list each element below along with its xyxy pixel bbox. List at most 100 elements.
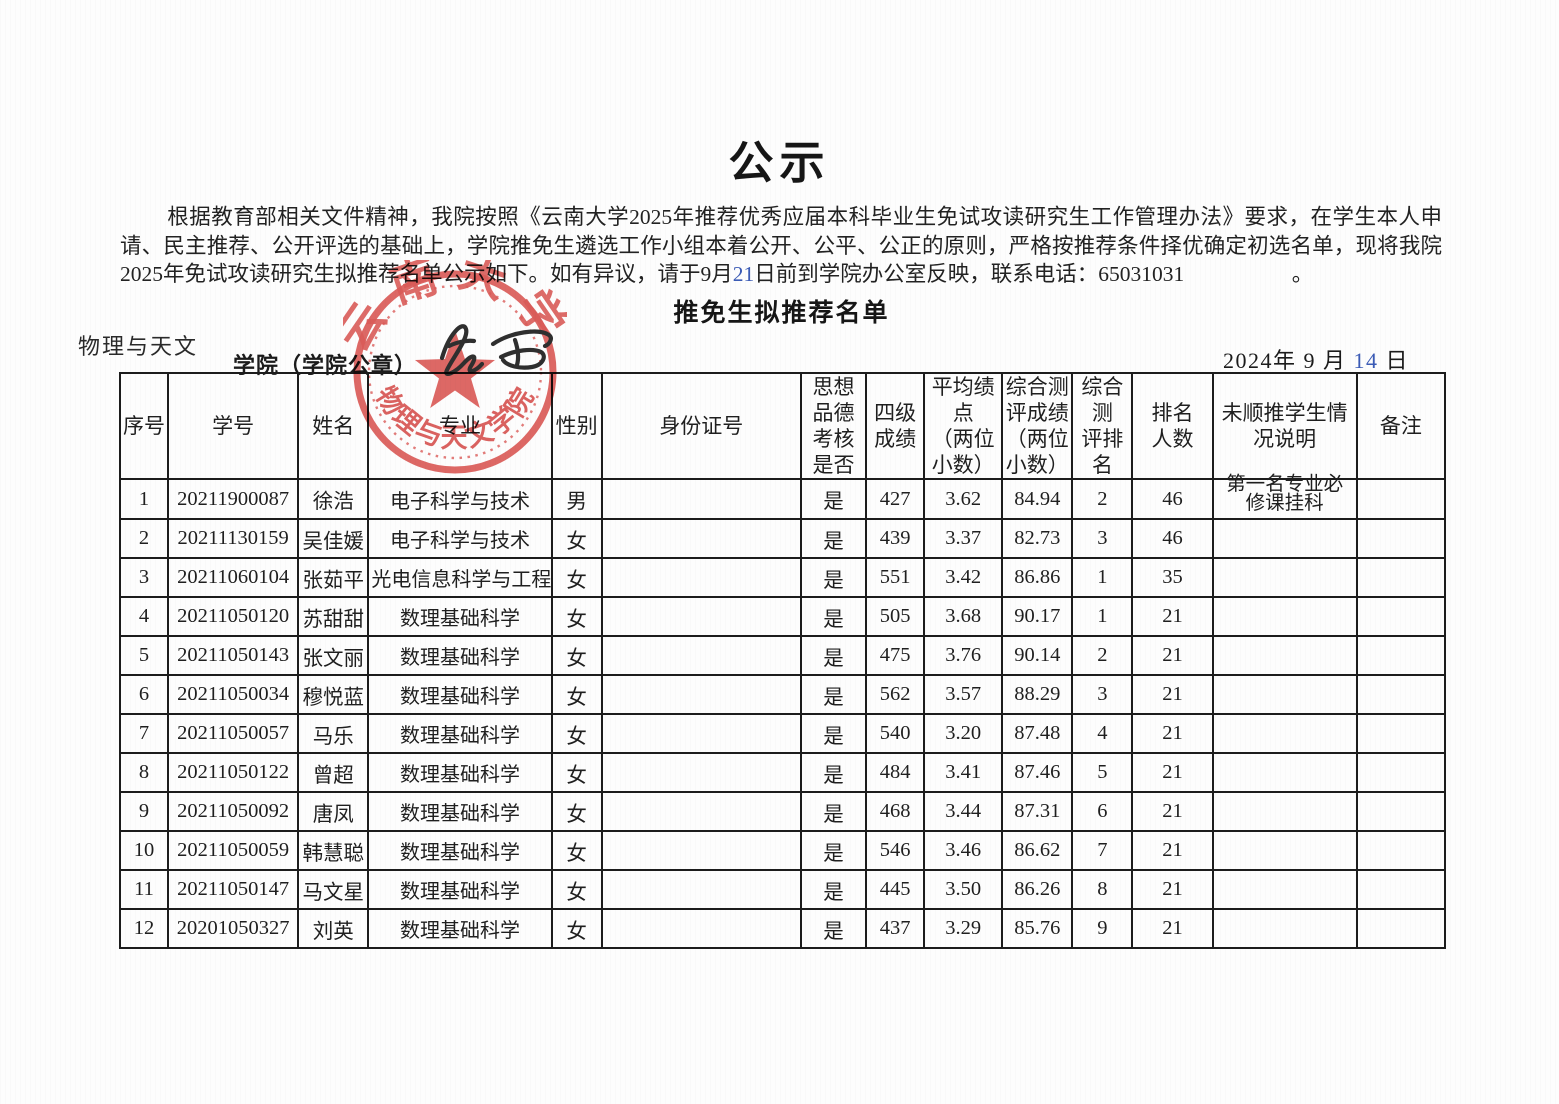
cell-comprehensive-rank: 9 (1071, 908, 1134, 949)
college-name-prefix: 物理与天文 (78, 334, 199, 359)
cell-cet4-score: 468 (865, 791, 926, 832)
cell-index: 9 (118, 791, 170, 832)
cell-id-number (600, 830, 802, 871)
cell-moral-assessment: 是 (799, 518, 868, 559)
cell-student-id: 20211050057 (167, 713, 300, 754)
cell-remarks (1355, 596, 1447, 637)
col-header-moral-assessment: 思想 品德 考核 是否 (799, 372, 868, 480)
table-row: 11 20211050147 马文星 数理基础科学女 是 445 3.50 86.26 8 21 (118, 869, 1447, 910)
cell-cohort-size: 21 (1131, 752, 1214, 793)
cell-name: 韩慧聪 (297, 830, 370, 871)
cell-comprehensive-score: 86.62 (1001, 830, 1074, 871)
cell-gpa: 3.62 (923, 478, 1004, 520)
cell-major: 数理基础科学 (367, 830, 553, 871)
cell-comprehensive-score: 82.73 (1001, 518, 1074, 559)
cell-comprehensive-score: 86.26 (1001, 869, 1074, 910)
roster-subtitle: 推免生拟推荐名单 (673, 298, 890, 327)
col-header-name: 姓名 (297, 372, 370, 480)
cell-cet4-score: 445 (865, 869, 926, 910)
document-date: 2024年 9 月 14 日 (1223, 343, 1409, 375)
cell-non-promotion-note (1211, 830, 1358, 871)
cell-student-id: 20211050120 (167, 596, 300, 637)
cell-cohort-size: 21 (1131, 596, 1214, 637)
cell-student-id: 20211050092 (167, 791, 300, 832)
table-row: 8 20211050122 曾超 数理基础科学女 是 484 3.41 87.46 5 21 (118, 752, 1447, 793)
col-header-remarks: 备注 (1355, 372, 1447, 480)
cell-comprehensive-rank: 8 (1071, 869, 1134, 910)
cell-remarks (1355, 830, 1447, 871)
cell-gpa: 3.68 (923, 596, 1004, 637)
cell-moral-assessment: 是 (799, 791, 868, 832)
cell-comprehensive-score: 90.17 (1001, 596, 1074, 637)
notice-paragraph-part2: 日前到学院办公室反映，联系电话：65031031 。 (754, 262, 1314, 286)
cell-remarks (1355, 908, 1447, 949)
cell-cohort-size: 21 (1131, 713, 1214, 754)
cell-index: 6 (118, 674, 170, 715)
cell-name: 徐浩 (297, 478, 370, 520)
roster-table-header: 序号 学号 姓名 专业 性别 身份证号 思想 品德 考核 是否 四级 成绩 平均绩 点 （两位 … (118, 372, 1447, 480)
cell-gpa: 3.42 (923, 557, 1004, 598)
cell-comprehensive-rank: 3 (1071, 674, 1134, 715)
cell-gender: 女 (550, 791, 603, 832)
document-title: 公示 (728, 136, 831, 189)
cell-moral-assessment: 是 (799, 869, 868, 910)
cell-comprehensive-rank: 1 (1071, 596, 1134, 637)
cell-id-number (600, 791, 802, 832)
cell-cohort-size: 35 (1131, 557, 1214, 598)
cell-comprehensive-rank: 2 (1071, 635, 1134, 676)
cell-non-promotion-note (1211, 908, 1358, 949)
cell-name: 刘英 (297, 908, 370, 949)
cell-comprehensive-rank: 1 (1071, 557, 1134, 598)
cell-comprehensive-score: 86.86 (1001, 557, 1074, 598)
col-header-cet4-score: 四级 成绩 (865, 372, 926, 480)
cell-gender: 女 (550, 557, 603, 598)
cell-name: 唐凤 (297, 791, 370, 832)
cell-remarks (1355, 674, 1447, 715)
cell-remarks (1355, 635, 1447, 676)
cell-cet4-score: 484 (865, 752, 926, 793)
cell-gpa: 3.76 (923, 635, 1004, 676)
cell-cohort-size: 21 (1131, 830, 1214, 871)
cell-gender: 女 (550, 752, 603, 793)
cell-non-promotion-note (1211, 674, 1358, 715)
cell-student-id: 20211060104 (167, 557, 300, 598)
table-row: 9 20211050092 唐凤 数理基础科学女 是 468 3.44 87.31 6 21 (118, 791, 1447, 832)
table-row: 1 20211900087 徐浩 电子科学与技术男 是 427 3.62 84.94 2 46 第一… (118, 475, 1447, 520)
table-row: 5 20211050143 张文丽 数理基础科学女 是 475 3.76 90.14 2 21 (118, 635, 1447, 676)
cell-name: 吴佳媛 (297, 518, 370, 559)
cell-gender: 女 (550, 635, 603, 676)
cell-moral-assessment: 是 (799, 713, 868, 754)
cell-cet4-score: 562 (865, 674, 926, 715)
cell-student-id: 20211130159 (167, 518, 300, 559)
cell-major: 数理基础科学 (367, 791, 553, 832)
cell-id-number (600, 557, 802, 598)
cell-remarks (1355, 557, 1447, 598)
cell-cohort-size: 21 (1131, 869, 1214, 910)
cell-non-promotion-note (1211, 635, 1358, 676)
cell-student-id: 20211050059 (167, 830, 300, 871)
cell-non-promotion-note (1211, 713, 1358, 754)
cell-non-promotion-note (1211, 518, 1358, 559)
cell-gender: 女 (550, 518, 603, 559)
cell-cohort-size: 21 (1131, 674, 1214, 715)
cell-major: 数理基础科学 (367, 596, 553, 637)
cell-moral-assessment: 是 (799, 557, 868, 598)
table-row: 6 20211050034 穆悦蓝 数理基础科学女 是 562 3.57 88.29 3 21 (118, 674, 1447, 715)
table-row: 12 20201050327 刘英 数理基础科学女 是 437 3.29 85.76 9 21 (118, 908, 1447, 949)
date-day: 14 (1353, 348, 1379, 373)
cell-gpa: 3.41 (923, 752, 1004, 793)
cell-index: 1 (118, 478, 170, 520)
cell-id-number (600, 674, 802, 715)
col-header-major: 专业 (367, 372, 553, 480)
cell-index: 3 (118, 557, 170, 598)
cell-non-promotion-note (1211, 596, 1358, 637)
date-prefix: 2024年 9 月 (1223, 348, 1354, 373)
cell-major: 数理基础科学 (367, 674, 553, 715)
notice-paragraph-part1: 根据教育部相关文件精神，我院按照《云南大学2025年推荐优秀应届本科毕业生免试攻… (120, 205, 1442, 286)
table-row: 4 20211050120 苏甜甜 数理基础科学女 是 505 3.68 90.17 1 21 (118, 596, 1447, 637)
cell-index: 8 (118, 752, 170, 793)
cell-moral-assessment: 是 (799, 674, 868, 715)
cell-comprehensive-score: 87.46 (1001, 752, 1074, 793)
cell-name: 张文丽 (297, 635, 370, 676)
cell-name: 马文星 (297, 869, 370, 910)
